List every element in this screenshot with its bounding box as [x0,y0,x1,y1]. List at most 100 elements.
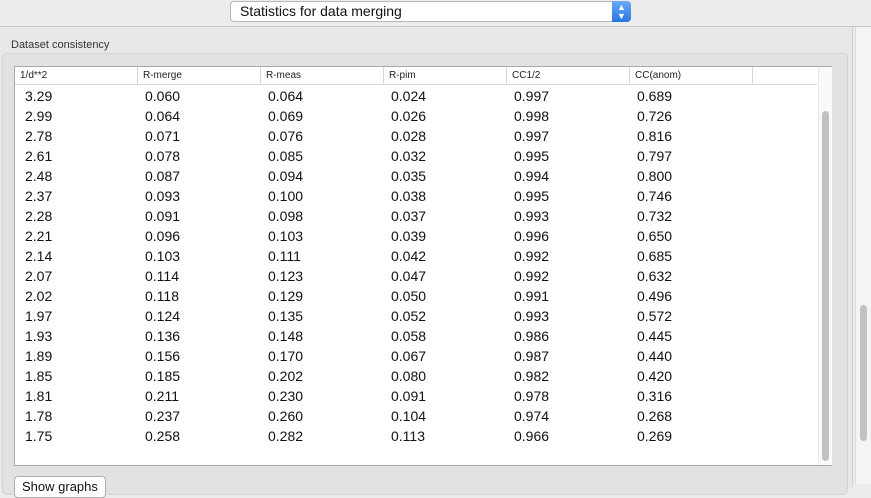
table-row[interactable]: 3.29 0.060 0.064 0.024 0.997 0.689 [15,86,815,106]
table-cell: 1.93 [25,328,53,344]
table-cell: 0.078 [145,148,181,164]
table-cell: 0.689 [637,88,673,104]
table-row[interactable]: 1.78 0.237 0.260 0.104 0.974 0.268 [15,406,815,426]
table-cell: 0.974 [514,408,550,424]
table-row[interactable]: 2.78 0.071 0.076 0.028 0.997 0.816 [15,126,815,146]
show-graphs-button[interactable]: Show graphs [14,476,106,498]
table-row[interactable]: 2.07 0.114 0.123 0.047 0.992 0.632 [15,266,815,286]
table-row[interactable]: 1.75 0.258 0.282 0.113 0.966 0.269 [15,426,815,446]
table-cell: 0.995 [514,188,550,204]
table-cell: 0.732 [637,208,673,224]
table-cell: 0.067 [391,348,427,364]
table-cell: 2.78 [25,128,53,144]
table-header: 1/d**2 R-merge R-meas R-pim CC1/2 CC(anom) [15,67,817,85]
table-cell: 0.156 [145,348,181,364]
table-cell: 0.064 [145,108,181,124]
table-cell: 0.052 [391,308,427,324]
table-cell: 0.987 [514,348,550,364]
table-cell: 0.064 [268,88,304,104]
table-scrollbar-thumb[interactable] [822,111,829,461]
table-row[interactable]: 2.37 0.093 0.100 0.038 0.995 0.746 [15,186,815,206]
table-cell: 0.087 [145,168,181,184]
table-cell: 0.129 [268,288,304,304]
table-cell: 0.726 [637,108,673,124]
table-row[interactable]: 1.97 0.124 0.135 0.052 0.993 0.572 [15,306,815,326]
table-cell: 0.269 [637,428,673,444]
table-cell: 0.123 [268,268,304,284]
table-cell: 0.258 [145,428,181,444]
table-cell: 0.260 [268,408,304,424]
table-cell: 0.094 [268,168,304,184]
table-row[interactable]: 2.48 0.087 0.094 0.035 0.994 0.800 [15,166,815,186]
table-cell: 2.48 [25,168,53,184]
dropdown-selected: Statistics for data merging [240,3,402,19]
table-cell: 0.746 [637,188,673,204]
table-cell: 0.135 [268,308,304,324]
table-cell: 0.440 [637,348,673,364]
table-cell: 3.29 [25,88,53,104]
table-cell: 0.996 [514,228,550,244]
page-scrollbar-thumb[interactable] [860,305,867,441]
table-cell: 0.445 [637,328,673,344]
page-scrollbar[interactable] [855,27,871,484]
table-row[interactable]: 1.89 0.156 0.170 0.067 0.987 0.440 [15,346,815,366]
column-header[interactable]: 1/d**2 [15,67,138,84]
table-cell: 0.978 [514,388,550,404]
table-cell: 0.685 [637,248,673,264]
statistics-table: 1/d**2 R-merge R-meas R-pim CC1/2 CC(anom) 3.… [14,66,832,466]
table-row[interactable]: 1.81 0.211 0.230 0.091 0.978 0.316 [15,386,815,406]
table-cell: 0.100 [268,188,304,204]
table-cell: 0.060 [145,88,181,104]
table-row[interactable]: 2.02 0.118 0.129 0.050 0.991 0.496 [15,286,815,306]
table-cell: 0.230 [268,388,304,404]
table-cell: 0.800 [637,168,673,184]
table-cell: 0.071 [145,128,181,144]
table-row[interactable]: 2.28 0.091 0.098 0.037 0.993 0.732 [15,206,815,226]
table-cell: 0.093 [145,188,181,204]
column-header[interactable]: R-meas [261,67,384,84]
statistics-dropdown[interactable]: Statistics for data merging ▲ ▼ [230,1,631,22]
table-scrollbar[interactable] [818,67,832,465]
table-cell: 0.632 [637,268,673,284]
table-cell: 0.098 [268,208,304,224]
table-row[interactable]: 2.99 0.064 0.069 0.026 0.998 0.726 [15,106,815,126]
table-cell: 0.997 [514,88,550,104]
table-row[interactable]: 2.14 0.103 0.111 0.042 0.992 0.685 [15,246,815,266]
table-cell: 0.995 [514,148,550,164]
table-cell: 0.420 [637,368,673,384]
table-cell: 0.118 [145,288,179,304]
column-header[interactable]: R-merge [138,67,261,84]
table-row[interactable]: 1.93 0.136 0.148 0.058 0.986 0.445 [15,326,815,346]
table-cell: 0.080 [391,368,427,384]
table-row[interactable]: 2.21 0.096 0.103 0.039 0.996 0.650 [15,226,815,246]
table-cell: 0.032 [391,148,427,164]
table-cell: 2.61 [25,148,53,164]
table-cell: 0.091 [145,208,181,224]
table-cell: 0.096 [145,228,181,244]
table-cell: 0.037 [391,208,427,224]
table-cell: 0.170 [268,348,304,364]
table-cell: 0.111 [268,248,301,264]
table-cell: 0.069 [268,108,304,124]
table-cell: 0.211 [145,388,179,404]
table-cell: 0.028 [391,128,427,144]
column-header[interactable]: R-pim [384,67,507,84]
table-row[interactable]: 1.85 0.185 0.202 0.080 0.982 0.420 [15,366,815,386]
table-cell: 0.104 [391,408,427,424]
table-cell: 2.21 [25,228,53,244]
table-cell: 0.986 [514,328,550,344]
table-row[interactable]: 2.61 0.078 0.085 0.032 0.995 0.797 [15,146,815,166]
column-header[interactable]: CC1/2 [507,67,630,84]
table-cell: 0.047 [391,268,427,284]
table-cell: 0.993 [514,208,550,224]
table-cell: 0.993 [514,308,550,324]
up-down-chevron-icon[interactable]: ▲ ▼ [612,1,631,22]
table-cell: 0.103 [268,228,304,244]
table-cell: 0.148 [268,328,304,344]
table-cell: 0.085 [268,148,304,164]
table-cell: 0.124 [145,308,181,324]
table-cell: 2.02 [25,288,53,304]
column-header[interactable]: CC(anom) [630,67,753,84]
table-cell: 1.81 [25,388,53,404]
table-cell: 2.99 [25,108,53,124]
